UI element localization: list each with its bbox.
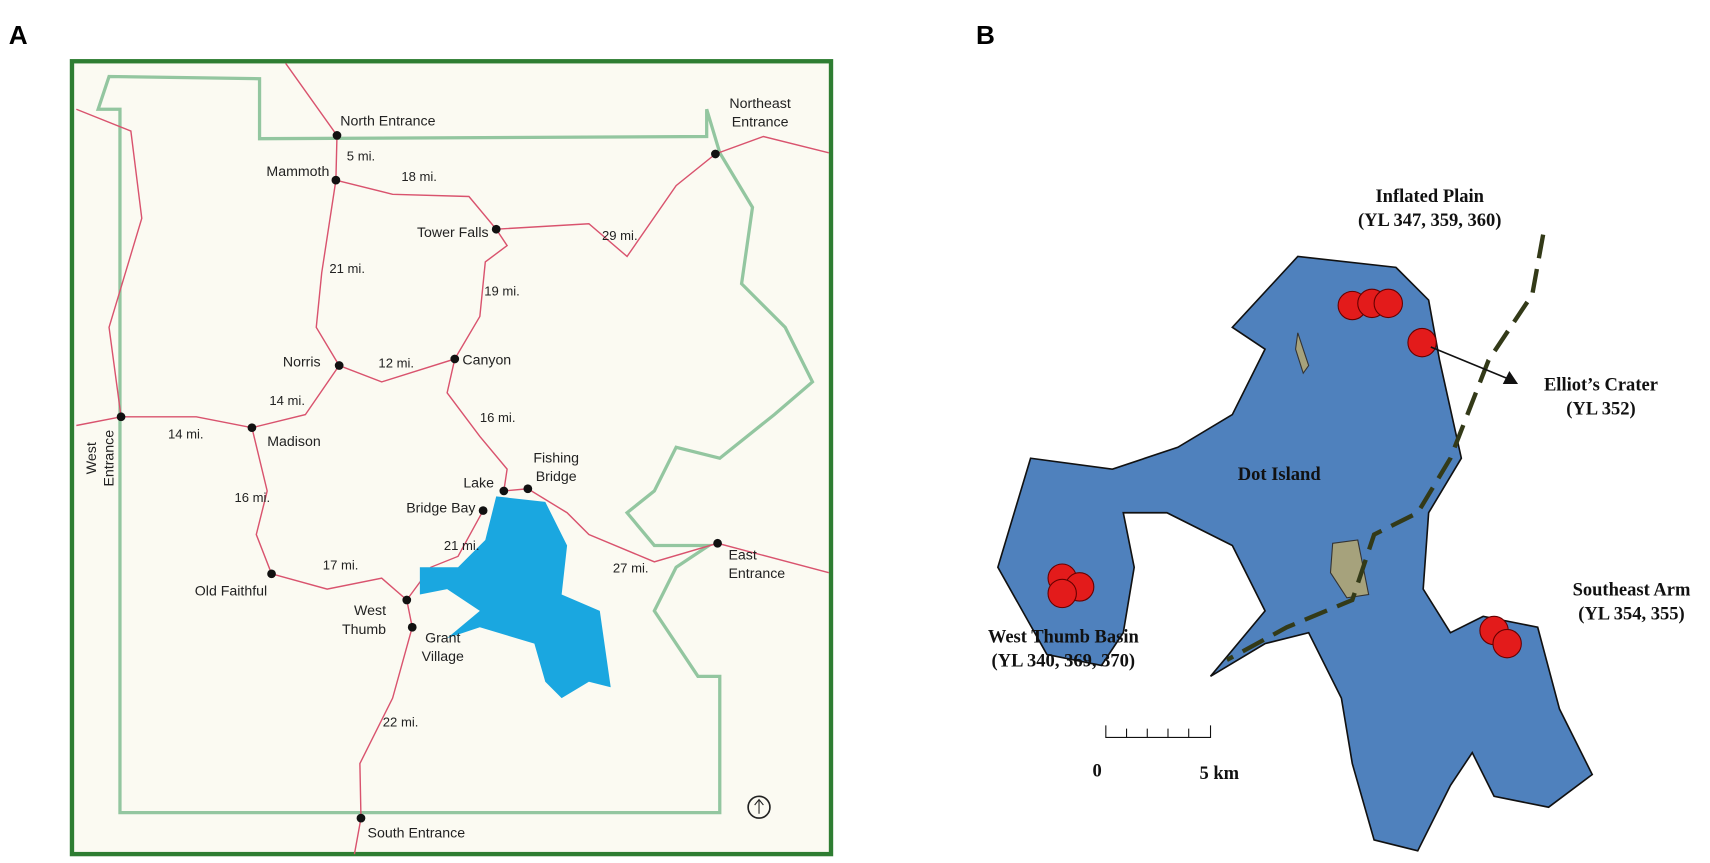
fault-line	[1225, 234, 1546, 662]
north-arrow	[747, 795, 771, 819]
place-dot	[332, 131, 342, 140]
place-label: Norris	[283, 355, 321, 371]
site	[1373, 288, 1404, 319]
distance-label: 21 mi.	[329, 261, 365, 276]
place-label: Northeast	[729, 96, 790, 112]
pointer-head	[1502, 370, 1519, 385]
distance-label: 21 mi.	[444, 538, 480, 553]
road	[496, 135, 829, 258]
road	[251, 427, 413, 855]
place-label: Entrance	[101, 430, 117, 487]
scale-label: 5 km	[1199, 763, 1239, 784]
site-label: Inflated Plain	[1375, 186, 1484, 207]
place-dot	[491, 224, 501, 234]
lake-outline	[996, 255, 1594, 852]
place-label: West	[84, 442, 100, 474]
distance-label: 14 mi.	[269, 393, 305, 408]
place-label: Madison	[267, 434, 321, 450]
place-label: North Entrance	[340, 114, 435, 130]
road	[76, 108, 143, 417]
place-dot	[523, 484, 533, 494]
distance-label: 16 mi.	[480, 410, 516, 425]
distance-label: 5 mi.	[347, 148, 375, 163]
north-arrow	[754, 798, 764, 814]
island	[1329, 539, 1370, 599]
site-label: (YL 347, 359, 360)	[1358, 210, 1502, 231]
place-label: Fishing	[533, 451, 579, 467]
place-dot	[407, 622, 417, 632]
place-dot	[331, 175, 341, 185]
distance-label: 16 mi.	[234, 490, 270, 505]
place-dot	[402, 595, 412, 605]
scale-label: 0	[1092, 761, 1101, 782]
place-label: West	[354, 603, 386, 619]
place-label: Village	[422, 649, 464, 665]
distance-label: 18 mi.	[401, 169, 437, 184]
panel-label: A	[9, 20, 28, 50]
place-label: Mammoth	[266, 164, 329, 180]
place-label: Entrance	[732, 115, 789, 131]
map-frame	[69, 59, 834, 857]
site-label: West Thumb Basin	[988, 627, 1140, 648]
distance-label: 27 mi.	[613, 561, 649, 576]
distance-label: 29 mi.	[602, 228, 638, 243]
place-dot	[116, 412, 126, 422]
place-dot	[499, 486, 509, 496]
place-label: Lake	[463, 476, 494, 492]
sites	[1047, 288, 1522, 659]
place-label: Canyon	[462, 352, 511, 368]
distance-label: 14 mi.	[168, 427, 204, 442]
place-label: East	[728, 548, 756, 564]
place-label: Grant	[425, 631, 460, 647]
site-label: (YL 352)	[1566, 399, 1635, 420]
island	[1295, 332, 1310, 375]
site-label: Southeast Arm	[1573, 580, 1691, 601]
road	[76, 365, 340, 429]
place-dot	[711, 149, 720, 159]
site-label: (YL 354, 355)	[1578, 604, 1684, 625]
distance-label: 17 mi.	[323, 557, 359, 572]
panel-label: B	[976, 20, 995, 50]
place-dot	[247, 423, 257, 433]
place-label: Bridge	[536, 469, 577, 485]
road	[406, 510, 484, 601]
site-label: Dot Island	[1238, 464, 1322, 485]
place-label: South Entrance	[368, 826, 466, 842]
site	[1492, 628, 1522, 659]
place-dot	[478, 506, 488, 515]
site	[1407, 327, 1437, 358]
place-label: Entrance	[728, 566, 785, 582]
place-label: Bridge Bay	[406, 501, 476, 517]
place-dot	[450, 354, 460, 364]
site-label: (YL 340, 369, 370)	[992, 651, 1135, 672]
place-label: Old Faithful	[195, 584, 267, 600]
site	[1047, 578, 1077, 609]
distance-label: 22 mi.	[383, 714, 419, 729]
place-dot	[267, 569, 276, 579]
pointer	[1430, 346, 1511, 381]
distance-label: 12 mi.	[378, 356, 414, 371]
place-dot	[713, 538, 722, 548]
scale-bar	[1105, 725, 1212, 738]
park-boundary	[95, 74, 815, 815]
place-dot	[356, 813, 366, 823]
site-label: Elliot’s Crater	[1544, 375, 1658, 396]
lake	[419, 496, 611, 699]
distance-label: 19 mi.	[484, 284, 520, 299]
place-label: Tower Falls	[417, 225, 489, 241]
place-label: Thumb	[342, 622, 386, 638]
place-dot	[334, 361, 344, 370]
